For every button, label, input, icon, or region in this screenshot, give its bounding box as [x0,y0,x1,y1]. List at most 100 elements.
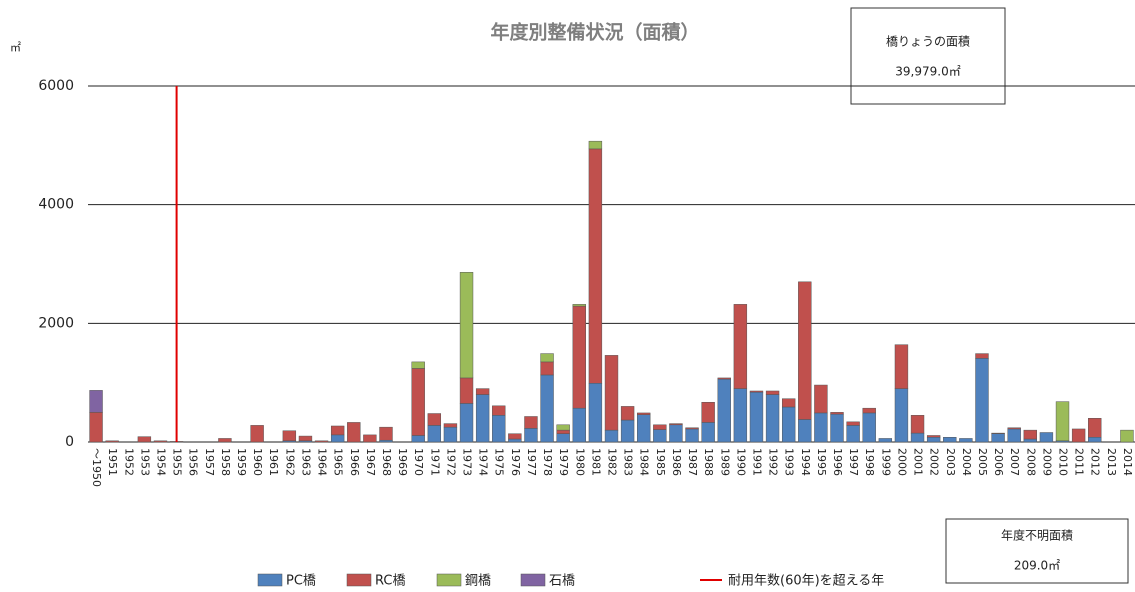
bar-segment [991,433,1005,443]
x-tick-label: 1952 [122,448,135,476]
bar-segment [814,412,828,443]
bar-segment [749,390,764,393]
bar-segment [959,438,973,443]
bar-segment [894,344,909,389]
info-box-title: 橋りょうの面積 [886,34,970,49]
legend-label: RC橋 [375,574,405,589]
bar-segment [991,432,1005,434]
bar-segment [701,422,715,443]
bar-segment [733,388,748,443]
bar-segment [218,438,232,443]
x-tick-label: 1981 [589,448,602,476]
info-box-title: 年度不明面積 [1001,528,1073,543]
bar-segment [975,358,989,443]
y-tick-label: 6000 [38,78,74,94]
bar-segment [379,439,393,443]
info-box [945,518,1129,584]
bar-segment [846,425,860,443]
x-tick-label: 1994 [799,448,812,476]
bar-segment [508,438,522,443]
bar-segment [814,384,828,414]
x-tick-label: 1957 [203,448,216,476]
bar-segment [910,415,925,434]
bar-segment [685,428,699,443]
x-tick-label: 2001 [912,448,925,476]
x-tick-label: 2013 [1105,448,1118,476]
info-box-value: 39,979.0㎡ [895,65,960,79]
x-tick-label: 1997 [847,448,860,476]
bar-segment [685,427,699,430]
bar-segment [524,428,538,443]
bar-segment [572,305,586,409]
bar-segment [878,438,893,443]
bar-segment [1007,428,1021,443]
x-tick-label: 2000 [895,448,908,476]
x-tick-label: 1990 [734,448,747,476]
bar-segment [556,433,570,443]
x-tick-label: 1987 [686,448,699,476]
bar-segment [975,353,989,359]
x-tick-label: 1975 [493,448,506,476]
bar-segment [604,429,619,443]
y-tick-label: 4000 [38,197,74,213]
bar-segment [653,429,667,443]
bar-segment [475,394,490,443]
bar-segment [701,401,715,423]
bar-segment [459,272,474,379]
x-tick-label: 1976 [509,448,522,476]
bar-segment [620,419,635,443]
x-tick-label: 1970 [412,448,425,476]
bar-segment [926,437,941,443]
bar-segment [492,405,506,416]
bar-segment [459,377,474,404]
x-tick-label: 1973 [461,448,474,476]
bar-segment [459,403,474,443]
bar-segment [862,412,876,443]
bar-segment [411,361,425,369]
x-tick-label: 2006 [992,448,1005,476]
x-tick-label: 1958 [219,448,232,476]
x-tick-label: 1992 [767,448,780,476]
bar-segment [314,440,329,443]
x-tick-label: 1988 [702,448,715,476]
bar-segment [443,423,458,428]
y-tick-label: 0 [65,434,74,450]
x-tick-label: 1956 [187,448,200,476]
legend-label: 鋼橋 [465,574,491,589]
bar-segment [363,434,377,443]
x-tick-label: 1984 [638,448,651,476]
bar-segment [330,434,345,443]
bar-segment [524,416,538,429]
bar-segment [637,414,651,443]
bar-segment [910,432,925,443]
x-tick-label: 2008 [1024,448,1037,476]
x-tick-label: 1960 [251,448,264,476]
legend-swatch [436,573,462,587]
bar-segment [508,433,522,440]
bar-segment [1088,437,1102,443]
bar-segment [1088,418,1102,438]
x-tick-label: 1965 [332,448,345,476]
bar-segment [588,148,603,384]
bar-segment [540,361,554,376]
bar-segment [572,304,586,307]
bar-segment [89,412,103,443]
bar-segment [830,413,844,443]
bar-segment [588,140,603,150]
x-tick-label: 2014 [1121,448,1134,476]
x-tick-label: 2003 [944,448,957,476]
x-tick-label: 1972 [444,448,457,476]
bar-segment [781,406,796,443]
x-tick-label: 1967 [364,448,377,476]
x-tick-label: 1969 [396,448,409,476]
x-tick-label: 1996 [831,448,844,476]
bar-segment [588,383,603,443]
x-tick-label: 1966 [348,448,361,476]
legend-label: PC橋 [286,574,316,589]
bar-segment [1055,401,1070,442]
bar-segment [556,424,570,431]
bar-segment [556,429,570,434]
x-tick-label: 2011 [1073,448,1086,476]
bar-segment [1023,438,1037,443]
bar-segment [653,424,667,430]
